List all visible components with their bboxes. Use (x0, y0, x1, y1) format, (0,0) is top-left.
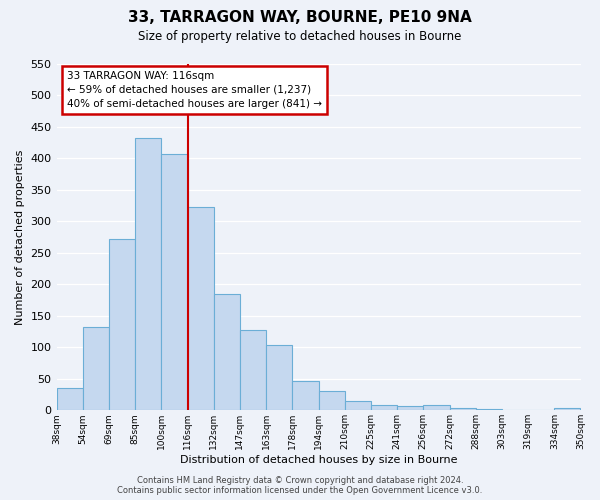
Text: Contains HM Land Registry data © Crown copyright and database right 2024.
Contai: Contains HM Land Registry data © Crown c… (118, 476, 482, 495)
Bar (554, 408, 580, 410)
Bar (319, 392, 345, 410)
Bar (240, 330, 266, 410)
Bar (161, 154, 188, 410)
Bar (397, 406, 424, 410)
Bar (83, 326, 109, 410)
Text: 33 TARRAGON WAY: 116sqm
← 59% of detached houses are smaller (1,237)
40% of semi: 33 TARRAGON WAY: 116sqm ← 59% of detache… (67, 71, 322, 109)
Bar (135, 138, 161, 410)
Bar (424, 406, 449, 410)
X-axis label: Distribution of detached houses by size in Bourne: Distribution of detached houses by size … (180, 455, 457, 465)
Bar (371, 406, 397, 410)
Bar (214, 294, 240, 410)
Text: 33, TARRAGON WAY, BOURNE, PE10 9NA: 33, TARRAGON WAY, BOURNE, PE10 9NA (128, 10, 472, 25)
Bar (345, 401, 371, 410)
Bar (449, 408, 476, 410)
Text: Size of property relative to detached houses in Bourne: Size of property relative to detached ho… (139, 30, 461, 43)
Bar (188, 207, 214, 410)
Bar (109, 239, 135, 410)
Bar (292, 382, 319, 410)
Bar (476, 409, 502, 410)
Bar (56, 388, 83, 410)
Y-axis label: Number of detached properties: Number of detached properties (15, 150, 25, 325)
Bar (266, 346, 292, 410)
